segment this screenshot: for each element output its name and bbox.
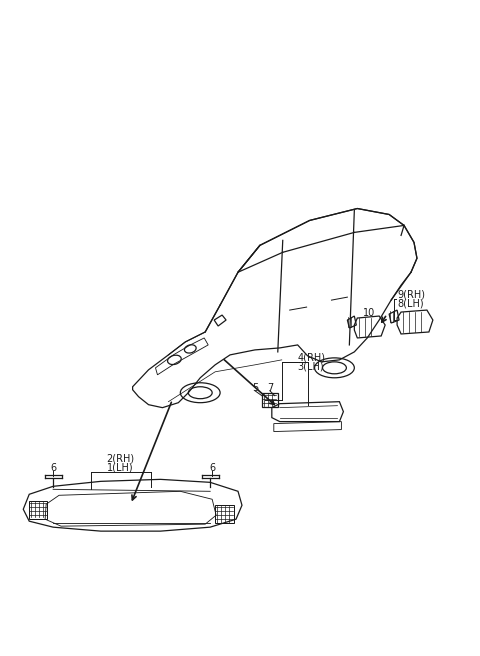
Text: 2(RH): 2(RH) (107, 453, 135, 463)
Text: 3(LH): 3(LH) (298, 362, 324, 372)
Text: 6: 6 (50, 463, 56, 474)
Text: 7: 7 (267, 382, 273, 393)
Text: 4(RH): 4(RH) (298, 353, 325, 363)
Text: 10: 10 (363, 308, 375, 318)
Text: 6: 6 (209, 463, 215, 474)
Text: 5: 5 (252, 382, 258, 393)
Text: 8(LH): 8(LH) (397, 298, 424, 308)
Text: 9(RH): 9(RH) (397, 289, 425, 299)
Text: 1(LH): 1(LH) (108, 462, 134, 472)
